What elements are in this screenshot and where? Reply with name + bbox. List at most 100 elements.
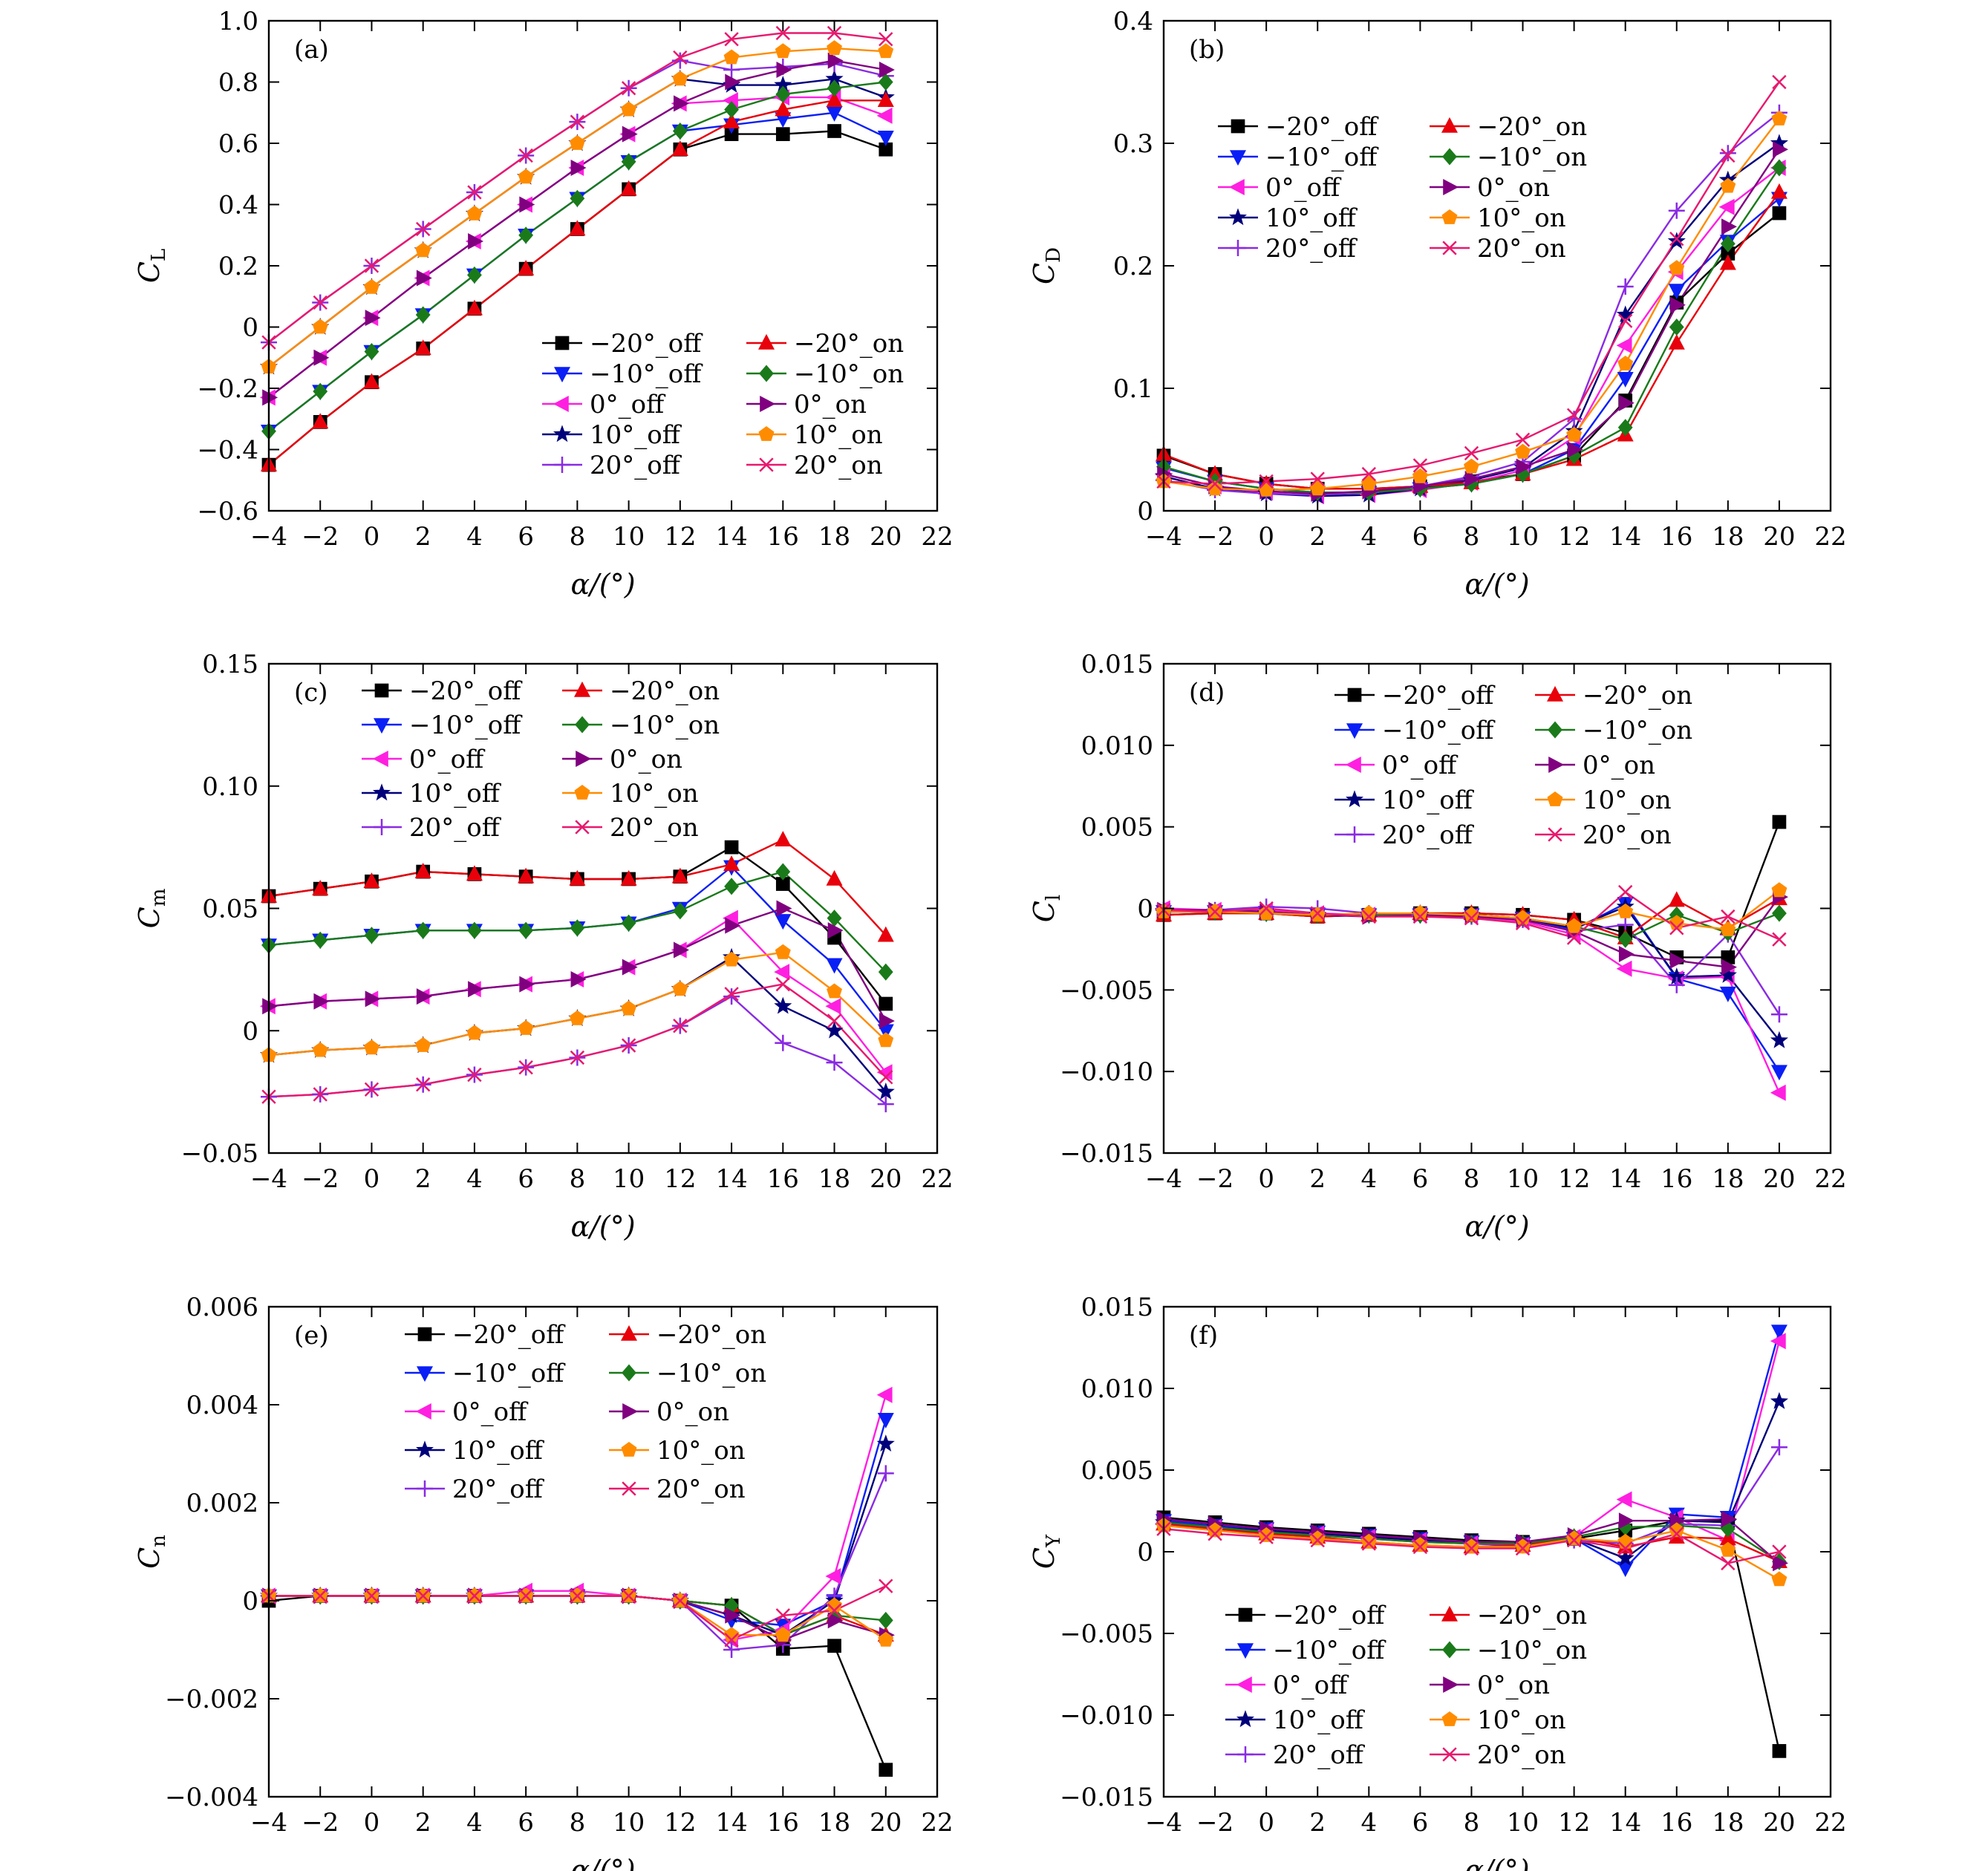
legend: −20°_off −20°_on −10°_off −10°_on 0°_off 0°_o…: [1225, 1601, 1587, 1770]
data-point: [1772, 159, 1787, 177]
legend-label: −10°_off: [409, 711, 523, 740]
x-tick-label: 4: [1360, 1808, 1377, 1838]
data-point: [826, 91, 843, 108]
x-tick-label: −2: [302, 522, 339, 552]
x-tick-label: 6: [518, 1808, 534, 1838]
panel-label: (d): [1189, 678, 1225, 708]
chart-panel: −4 −2 0 2 4 6 8 10 12 14 16 18 20 22 −0.015 −0.010 −0.00…: [1028, 1293, 1847, 1871]
y-tick-label: −0.002: [165, 1685, 258, 1714]
data-point: [827, 25, 842, 41]
data-point: [1618, 1512, 1635, 1529]
data-point: [1770, 1333, 1786, 1350]
data-point: [518, 169, 534, 184]
data-point: [1772, 904, 1787, 922]
data-point: [671, 140, 688, 157]
legend-label: −10°_on: [610, 711, 720, 740]
data-point: [364, 258, 379, 273]
data-point: [1720, 177, 1736, 193]
data-point: [518, 1588, 533, 1604]
data-point: [1668, 891, 1685, 907]
x-tick-label: −4: [1145, 1164, 1182, 1194]
x-tick-label: 14: [1609, 522, 1641, 552]
legend-marker: [554, 367, 570, 383]
data-point: [1669, 921, 1684, 936]
data-point: [620, 180, 637, 196]
legend-marker: [621, 1442, 637, 1457]
y-tick-label: 0.015: [1081, 650, 1153, 679]
x-tick-label: 16: [767, 1164, 799, 1194]
legend-label: 20°_on: [1583, 820, 1672, 850]
chart-panel: −4 −2 0 2 4 6 8 10 12 14 16 18 20 22 −0.004 −0.002 0 0.00…: [133, 1293, 954, 1871]
data-point: [622, 959, 638, 976]
data-point: [725, 1607, 741, 1624]
data-point: [622, 125, 638, 143]
data-point: [724, 840, 739, 855]
series-line: [268, 983, 887, 1098]
data-point: [826, 958, 843, 974]
x-tick-label: 18: [818, 1164, 850, 1194]
legend-label: 0°_off: [1382, 751, 1459, 780]
data-point: [1721, 909, 1736, 924]
data-point: [672, 981, 688, 996]
data-point: [1719, 254, 1736, 270]
y-tick-label: 1.0: [218, 7, 258, 36]
data-point: [1259, 1529, 1274, 1544]
y-tick-label: 0: [242, 313, 258, 343]
data-point: [1515, 465, 1531, 483]
x-tick-label: 12: [1558, 1164, 1590, 1194]
data-point: [877, 130, 894, 146]
legend-marker: [1347, 688, 1362, 702]
data-point: [1773, 1555, 1789, 1572]
legend-label: 0°_on: [656, 1397, 729, 1427]
legend-marker: [1548, 721, 1562, 739]
legend-marker: [1442, 148, 1457, 166]
data-point: [723, 855, 740, 871]
data-point: [877, 1413, 894, 1428]
data-point: [876, 107, 893, 124]
y-tick-label: −0.015: [1060, 1783, 1153, 1812]
legend-label: 20°_off: [1265, 234, 1358, 264]
legend-label: 10°_off: [452, 1436, 545, 1466]
data-point: [1617, 903, 1634, 918]
y-tick-label: 0: [242, 1016, 258, 1046]
x-tick-label: 22: [921, 522, 953, 552]
data-point: [1721, 148, 1736, 163]
x-tick-label: 18: [1712, 1164, 1744, 1194]
x-tick-label: 4: [466, 1164, 483, 1194]
y-tick-label: 0.05: [202, 895, 258, 924]
legend-label: 10°_on: [610, 779, 699, 809]
series-line: [1163, 111, 1780, 496]
data-point: [621, 1038, 636, 1053]
legend-marker: [758, 426, 775, 441]
legend-label: 10°_on: [656, 1436, 746, 1466]
x-tick-label: −4: [250, 1808, 287, 1838]
panel-label: (c): [294, 678, 328, 708]
legend-label: −20°_off: [1273, 1601, 1386, 1630]
legend-marker: [417, 1480, 433, 1497]
legend-label: −20°_off: [452, 1320, 566, 1350]
data-point: [1771, 1571, 1787, 1587]
data-point: [1669, 232, 1684, 246]
data-point: [724, 32, 739, 47]
data-point: [1515, 1538, 1531, 1554]
y-tick-label: 0.2: [1113, 252, 1153, 281]
chart-panel: −4 −2 0 2 4 6 8 10 12 14 16 18 20 22 −0.05 0 0.05 0.10 0.1…: [133, 650, 954, 1243]
legend-label: 10°_on: [1477, 1705, 1566, 1735]
data-point: [1618, 394, 1635, 411]
series-line: [269, 1443, 887, 1636]
data-point: [1618, 1541, 1633, 1556]
legend-label: 10°_on: [1583, 786, 1672, 815]
data-point: [519, 976, 535, 993]
data-point: [1310, 471, 1325, 486]
data-point: [878, 73, 893, 91]
x-axis-title: α/(°): [570, 568, 635, 601]
legend-marker: [621, 1325, 637, 1341]
legend-marker: [622, 1481, 636, 1496]
x-tick-label: 8: [1464, 1164, 1480, 1194]
y-tick-label: 0.015: [1081, 1293, 1153, 1322]
legend: −20°_off −20°_on −10°_off −10°_on 0°_off 0°_o…: [1334, 681, 1692, 850]
data-point: [775, 127, 790, 141]
data-point: [518, 226, 534, 244]
legend: −20°_off −20°_on −10°_off −10°_on 0°_off 0°_o…: [405, 1320, 766, 1504]
data-point: [313, 295, 327, 310]
